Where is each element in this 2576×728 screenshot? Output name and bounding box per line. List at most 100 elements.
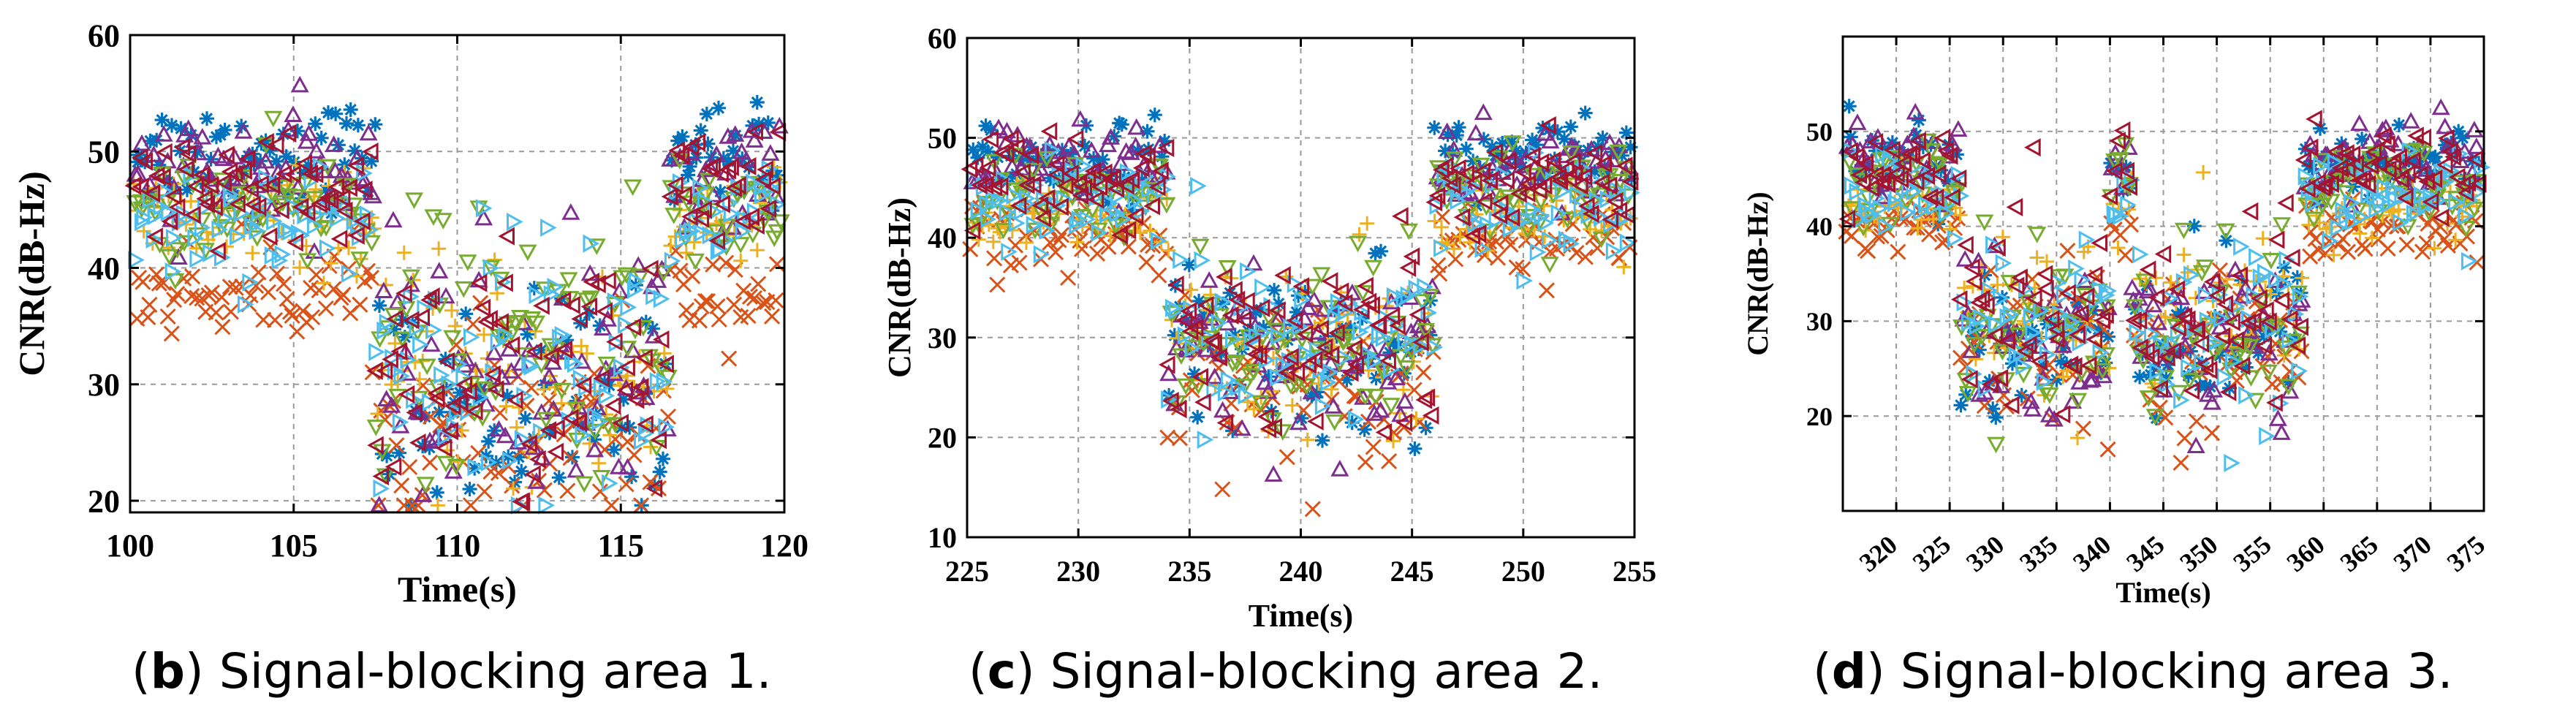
point-sat-6	[160, 202, 178, 221]
point-sat-4	[485, 344, 504, 360]
point-sat-6	[1184, 339, 1202, 358]
x-tick-label: 320	[1854, 530, 1903, 577]
point-sat-7	[645, 479, 663, 498]
point-sat-1	[467, 460, 482, 476]
point-sat-6	[613, 358, 630, 377]
point-sat-7	[589, 275, 606, 294]
point-sat-3	[1910, 221, 1925, 236]
point-sat-5	[2040, 387, 2059, 404]
point-sat-6	[1001, 242, 1018, 262]
point-sat-4	[2083, 370, 2102, 387]
point-sat-1	[1003, 171, 1018, 186]
point-sat-1	[1504, 134, 1520, 150]
point-sat-6	[1197, 431, 1214, 450]
point-sat-6	[1039, 221, 1056, 240]
point-sat-5	[2195, 259, 2214, 276]
point-sat-5	[1412, 294, 1432, 311]
point-sat-6	[1462, 208, 1480, 227]
point-sat-1	[581, 306, 596, 321]
point-sat-4	[1200, 271, 1219, 288]
point-sat-4	[2401, 112, 2420, 129]
point-sat-7	[1205, 333, 1222, 352]
point-sat-5	[1932, 207, 1952, 224]
point-sat-4	[1603, 151, 1622, 167]
point-sat-4	[1127, 118, 1146, 135]
point-sat-2	[1088, 245, 1106, 262]
point-sat-7	[503, 335, 520, 354]
point-sat-1	[154, 113, 170, 128]
point-sat-4	[1848, 113, 1867, 130]
point-sat-7	[1353, 300, 1370, 319]
point-sat-2	[401, 458, 418, 476]
point-sat-4	[1365, 404, 1384, 421]
point-sat-5	[2221, 363, 2240, 379]
point-sat-6	[1594, 208, 1610, 227]
point-sat-6	[1281, 352, 1298, 371]
point-sat-7	[267, 135, 284, 154]
point-sat-7	[1560, 169, 1577, 188]
point-sat-7	[2359, 175, 2376, 194]
point-sat-7	[730, 176, 746, 195]
point-sat-1	[2212, 348, 2227, 363]
point-sat-6	[1952, 186, 1970, 205]
point-sat-6	[1218, 383, 1235, 402]
point-sat-6	[1619, 233, 1637, 252]
point-sat-4	[544, 400, 563, 417]
point-sat-2	[159, 308, 176, 325]
point-sat-1	[203, 151, 219, 167]
point-sat-7	[2292, 317, 2308, 336]
point-sat-7	[1048, 155, 1065, 174]
point-sat-7	[1132, 159, 1150, 178]
point-sat-3	[308, 182, 323, 197]
point-sat-1	[1971, 342, 1987, 357]
point-sat-3	[1925, 211, 1941, 227]
point-sat-6	[2108, 205, 2125, 225]
point-sat-6	[1294, 290, 1311, 309]
point-sat-1	[1357, 422, 1372, 437]
point-sat-1	[1587, 164, 1602, 179]
point-sat-6	[2353, 208, 2370, 227]
point-sat-1	[1267, 283, 1282, 298]
point-sat-1	[1339, 372, 1355, 387]
point-sat-4	[2431, 98, 2450, 115]
y-tick-label: 30	[928, 322, 957, 354]
point-sat-5	[2279, 379, 2298, 395]
point-sat-5	[1972, 329, 1991, 346]
point-sat-2	[1860, 243, 1876, 259]
point-sat-6	[746, 202, 764, 221]
point-sat-7	[1892, 170, 1909, 189]
point-sat-1	[741, 159, 757, 175]
point-sat-5	[1561, 145, 1580, 162]
point-sat-4	[1289, 413, 1308, 431]
point-sat-5	[1461, 201, 1480, 218]
point-sat-1	[1012, 151, 1027, 167]
point-sat-7	[1265, 417, 1282, 436]
point-sat-7	[1307, 412, 1324, 431]
point-sat-3	[686, 235, 702, 250]
point-sat-3	[2352, 226, 2368, 241]
point-sat-6	[702, 226, 719, 245]
point-sat-3	[387, 335, 403, 351]
point-sat-5	[1987, 436, 2006, 454]
point-sat-2	[141, 296, 158, 313]
point-sat-3	[136, 224, 151, 239]
point-sat-6	[274, 245, 292, 264]
point-sat-3	[1990, 277, 2005, 292]
point-sat-7	[428, 389, 445, 408]
point-sat-7	[642, 259, 659, 278]
point-sat-7	[2327, 165, 2344, 184]
point-sat-4	[2376, 118, 2395, 135]
point-sat-6	[1069, 216, 1086, 235]
point-sat-7	[1544, 151, 1561, 170]
point-sat-5	[559, 272, 578, 289]
point-sat-7	[1449, 159, 1466, 178]
point-sat-6	[1404, 334, 1421, 353]
point-sat-3	[2070, 431, 2086, 446]
point-sat-1	[2128, 302, 2143, 317]
point-sat-7	[1914, 151, 1931, 170]
point-sat-2	[1053, 227, 1070, 243]
point-sat-3	[477, 327, 491, 342]
point-sat-6	[1327, 308, 1344, 327]
point-sat-7	[1040, 122, 1058, 141]
point-sat-5	[196, 243, 215, 259]
